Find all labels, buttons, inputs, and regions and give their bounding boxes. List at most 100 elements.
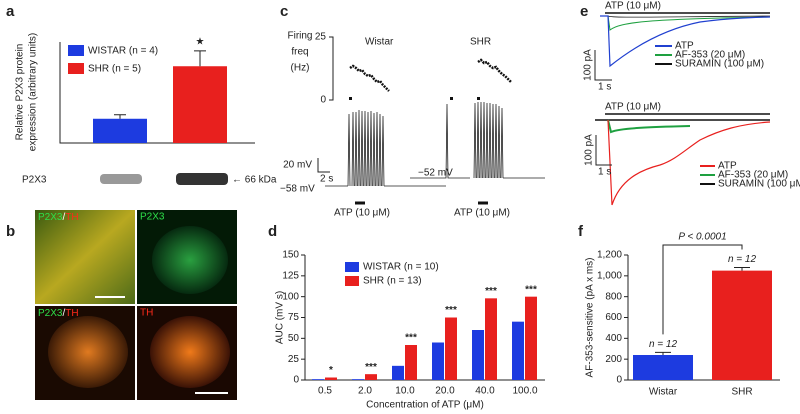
bar	[472, 330, 484, 380]
freq-trace	[477, 58, 512, 83]
y-tick-label: 1,200	[597, 250, 622, 261]
annotation: ***	[525, 284, 537, 295]
bar	[352, 379, 364, 380]
scale-bar	[594, 50, 612, 81]
y-tick-label: 100	[282, 291, 299, 302]
scale-bar	[317, 158, 330, 173]
cells	[150, 316, 230, 388]
image-label: P2X3/TH	[38, 308, 79, 319]
image-label: TH	[140, 308, 153, 319]
legend-label: SURAMIN (100 μM)	[675, 59, 764, 70]
bar	[712, 270, 772, 380]
error-bar	[734, 267, 750, 271]
group-label: Wistar	[365, 37, 394, 48]
legend-swatch	[68, 63, 84, 74]
y-tick-label: 0	[616, 375, 622, 386]
bar	[392, 365, 404, 380]
annotation: n = 12	[728, 254, 757, 265]
annotation: ★	[196, 37, 205, 48]
blot-band	[100, 174, 142, 184]
scale-label: 1 s	[598, 82, 611, 93]
bar	[173, 66, 227, 143]
freq-point	[477, 97, 480, 100]
label-part: TH	[65, 308, 78, 319]
scale-bar	[595, 135, 612, 166]
panel-letter: f	[578, 223, 584, 240]
bar	[325, 377, 337, 380]
bar	[432, 342, 444, 380]
voltage-trace	[410, 101, 545, 179]
y-tick-label: 600	[605, 312, 622, 323]
y-tick-label: 50	[288, 333, 300, 344]
atp-trace	[607, 119, 771, 206]
rest-potential: −52 mV	[418, 168, 453, 179]
stim-label: ATP (10 μM)	[454, 208, 510, 219]
annotation: ***	[405, 333, 417, 344]
axes	[304, 255, 545, 381]
voltage-trace	[325, 109, 446, 187]
atp-trace	[600, 15, 771, 68]
bar	[365, 374, 377, 380]
axis-tick-label: 25	[315, 32, 327, 43]
rest-potential: −58 mV	[280, 184, 315, 195]
x-tick-label: 100.0	[512, 386, 537, 397]
axis-label: Firing	[287, 31, 312, 42]
legend-swatch	[345, 276, 359, 286]
label-part: TH	[65, 212, 78, 223]
legend-label: ATP	[675, 41, 694, 52]
y-tick-label: 400	[605, 333, 622, 344]
annotation: n = 12	[649, 339, 678, 350]
blot-label: P2X3	[22, 175, 47, 186]
cells	[48, 316, 128, 388]
x-tick-label: 20.0	[435, 386, 455, 397]
axis-label: (Hz)	[291, 63, 310, 74]
legend-label: AF-353 (20 μM)	[718, 170, 788, 181]
image-label: P2X3/TH	[38, 212, 79, 223]
legend-label: ATP	[718, 161, 737, 172]
y-axis-label: AUC (mV s)	[275, 291, 286, 344]
micrograph	[35, 210, 135, 304]
legend-label: SHR (n = 5)	[88, 64, 141, 75]
blot-band	[176, 173, 228, 185]
annotation: *	[329, 365, 333, 376]
image-label: P2X3	[140, 212, 165, 223]
x-tick-label: 10.0	[395, 386, 415, 397]
significance-bracket	[662, 244, 743, 335]
freq-axis	[329, 36, 334, 101]
bar	[485, 298, 497, 380]
label-part: P2X3	[38, 308, 63, 319]
panel-letter: a	[6, 3, 15, 20]
y-tick-label: 75	[288, 312, 300, 323]
x-tick-label: 0.5	[318, 386, 332, 397]
label-part: /	[62, 308, 65, 319]
stim-label: ATP (10 μM)	[605, 1, 661, 12]
y-tick-label: 200	[605, 354, 622, 365]
x-tick-label: SHR	[731, 387, 752, 398]
bar	[633, 355, 693, 380]
y-tick-label: 150	[282, 250, 299, 261]
error-bar	[114, 114, 126, 119]
cells	[152, 226, 228, 294]
freq-point	[450, 97, 453, 100]
af353-trace	[600, 15, 771, 31]
y-tick-label: 125	[282, 270, 299, 281]
annotation: ***	[365, 362, 377, 373]
legend-label: SHR (n = 13)	[363, 276, 422, 287]
error-bar	[655, 351, 671, 355]
error-bar	[194, 50, 206, 67]
y-tick-label: 25	[288, 354, 300, 365]
legend-label: SURAMIN (100 μM)	[718, 179, 800, 190]
bar	[525, 296, 537, 380]
panel-letter: c	[280, 3, 288, 20]
bar	[512, 321, 524, 380]
scale-label: 100 pA	[583, 49, 594, 81]
y-tick-label: 1,000	[597, 270, 622, 281]
panel-letter: b	[6, 223, 15, 240]
legend-swatch	[68, 45, 84, 56]
x-tick-label: 40.0	[475, 386, 495, 397]
x-tick-label: Wistar	[649, 387, 678, 398]
y-axis-label: Relative P2X3 protein	[15, 44, 26, 141]
panel-letter: e	[580, 3, 588, 20]
label-part: P2X3	[38, 212, 63, 223]
